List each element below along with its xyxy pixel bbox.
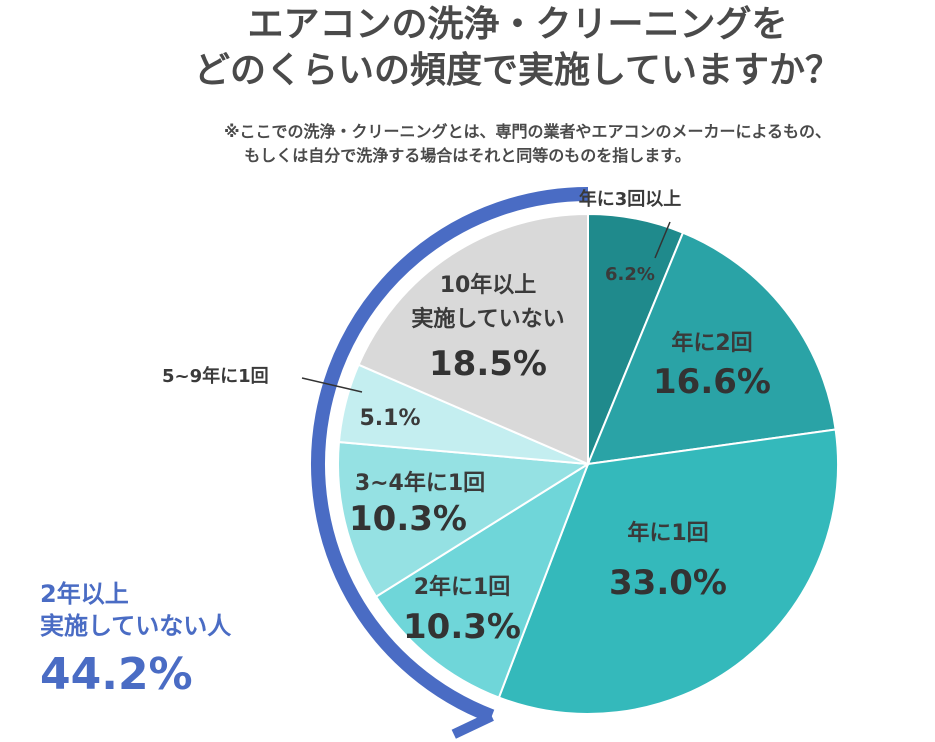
slice-value-4: 10.3% — [349, 499, 467, 539]
highlight-arc-tick — [451, 711, 494, 739]
callout-label-line1: 2年以上 — [40, 580, 129, 608]
slice-value-6: 18.5% — [429, 344, 547, 384]
slice-value-3: 10.3% — [403, 607, 521, 647]
slice-value-2: 33.0% — [609, 563, 727, 603]
chart-title-line2: どのくらいの頻度で実施していますか？ — [194, 50, 841, 91]
callout-value: 44.2% — [40, 649, 193, 700]
callout-2yr-plus: 2年以上 実施していない人 44.2% — [40, 578, 231, 702]
slice-label-5: 5~9年に1回 — [162, 365, 269, 387]
chart-title-line1: エアコンの洗浄・クリーニングを — [247, 4, 788, 45]
pie-slice-4 — [337, 440, 592, 599]
slice-value-1: 16.6% — [653, 362, 771, 402]
chart-note-line1: ※ここでの洗浄・クリーニングとは、専門の業者やエアコンのメーカーによるもの、 — [223, 122, 832, 141]
slice-label-0: 年に3回以上 — [579, 188, 682, 210]
callout-label-line2: 実施していない人 — [40, 612, 232, 640]
slice-label-3: 2年に1回 — [414, 574, 511, 600]
pie-slice-1 — [586, 231, 837, 466]
pie-slice-2 — [497, 428, 839, 715]
slice-label-6-line2: 実施していない — [411, 306, 564, 332]
slice-label-1: 年に2回 — [671, 330, 752, 356]
pie-slice-3 — [374, 461, 590, 699]
highlight-arc — [311, 187, 589, 723]
slice-label-4: 3~4年に1回 — [355, 470, 485, 496]
slice-label-6: 10年以上 — [440, 272, 537, 298]
pie-slice-6 — [357, 212, 589, 466]
leader-line-5 — [301, 377, 363, 393]
slice-value-0: 6.2% — [605, 264, 655, 285]
slice-value-5: 5.1% — [359, 406, 420, 431]
chart-note-line2: もしくは自分で洗浄する場合はそれと同等のものを指します。 — [244, 146, 691, 165]
slice-label-2: 年に1回 — [627, 520, 708, 546]
leader-line-0 — [654, 221, 671, 259]
